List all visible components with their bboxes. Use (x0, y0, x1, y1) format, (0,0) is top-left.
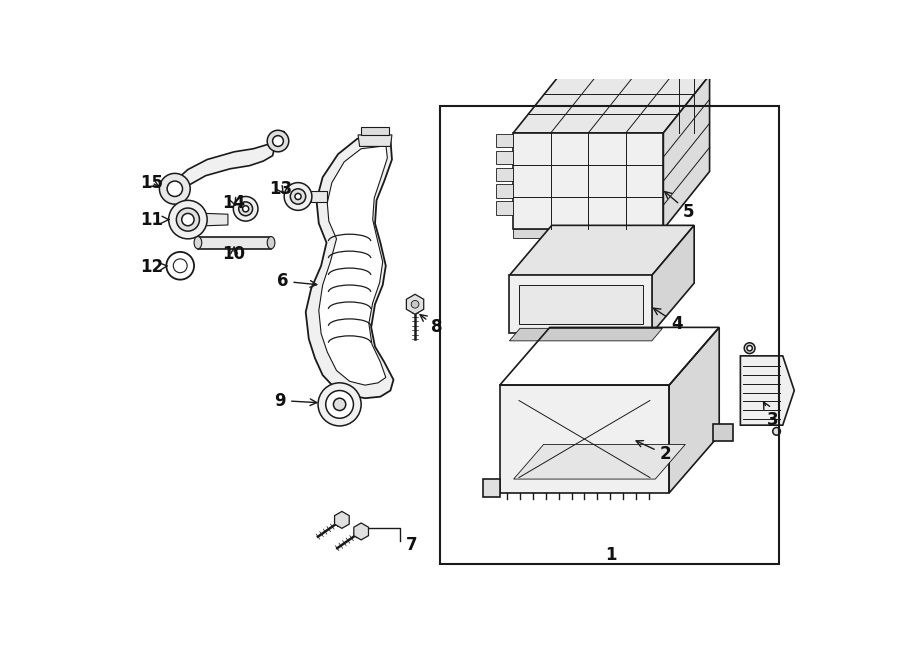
Circle shape (182, 213, 194, 226)
Text: 6: 6 (277, 272, 317, 290)
Polygon shape (354, 523, 368, 540)
Circle shape (273, 136, 284, 146)
Circle shape (291, 189, 306, 204)
Polygon shape (741, 356, 795, 425)
Circle shape (168, 201, 207, 239)
Polygon shape (509, 328, 662, 341)
Circle shape (744, 343, 755, 354)
Polygon shape (496, 167, 513, 181)
Text: 13: 13 (269, 180, 292, 198)
Polygon shape (669, 328, 719, 493)
Text: 11: 11 (140, 211, 169, 228)
Polygon shape (361, 127, 389, 135)
Text: 12: 12 (140, 258, 167, 276)
Polygon shape (652, 225, 694, 333)
Bar (440, 106, 779, 564)
Polygon shape (496, 185, 513, 198)
Text: 7: 7 (405, 536, 417, 553)
Polygon shape (513, 229, 663, 238)
Circle shape (267, 130, 289, 152)
Polygon shape (335, 512, 349, 528)
Polygon shape (496, 134, 513, 148)
Circle shape (295, 193, 302, 199)
Polygon shape (509, 225, 694, 275)
Text: 2: 2 (636, 441, 671, 463)
Text: 9: 9 (274, 391, 317, 410)
Polygon shape (319, 144, 387, 385)
Text: 8: 8 (420, 314, 443, 336)
Text: 1: 1 (606, 545, 617, 563)
Circle shape (326, 391, 354, 418)
Circle shape (233, 197, 258, 221)
Circle shape (284, 183, 312, 211)
Circle shape (243, 206, 248, 212)
Circle shape (773, 428, 780, 435)
Circle shape (747, 346, 752, 351)
Text: 4: 4 (653, 308, 683, 332)
Polygon shape (509, 275, 652, 333)
Polygon shape (663, 75, 709, 229)
Circle shape (159, 173, 190, 204)
Polygon shape (496, 201, 513, 214)
Text: 10: 10 (222, 245, 246, 263)
Text: 15: 15 (140, 173, 163, 191)
Polygon shape (518, 285, 643, 324)
Circle shape (167, 181, 183, 197)
Polygon shape (311, 191, 328, 202)
Polygon shape (496, 151, 513, 164)
Polygon shape (514, 444, 685, 479)
Polygon shape (198, 236, 271, 249)
Circle shape (318, 383, 361, 426)
Polygon shape (358, 135, 392, 146)
Ellipse shape (267, 236, 274, 249)
Polygon shape (175, 131, 284, 197)
Circle shape (411, 301, 418, 308)
Polygon shape (713, 424, 734, 442)
Polygon shape (206, 213, 228, 226)
Polygon shape (407, 295, 424, 314)
Circle shape (238, 202, 253, 216)
Ellipse shape (194, 236, 202, 249)
Text: 14: 14 (222, 194, 246, 212)
Text: 5: 5 (665, 191, 694, 221)
Circle shape (176, 208, 200, 231)
Polygon shape (513, 75, 709, 133)
Polygon shape (513, 133, 663, 229)
Polygon shape (482, 479, 500, 496)
Polygon shape (500, 385, 669, 493)
Text: 3: 3 (763, 402, 778, 429)
Polygon shape (306, 135, 393, 399)
Circle shape (333, 399, 346, 410)
